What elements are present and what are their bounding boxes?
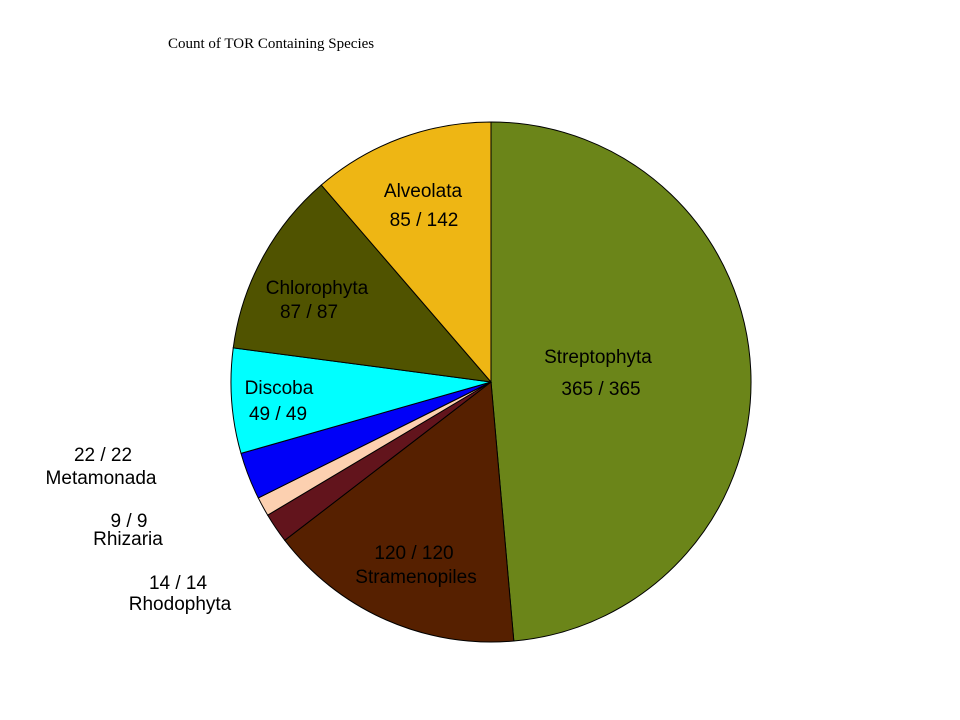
slice-label-chlorophyta: Chlorophyta xyxy=(266,278,369,299)
slice-value-metamonada: 22 / 22 xyxy=(74,445,132,466)
slice-value-rhizaria: 9 / 9 xyxy=(111,511,148,532)
slice-value-discoba: 49 / 49 xyxy=(249,404,307,425)
slice-value-stramenopiles: 120 / 120 xyxy=(374,543,453,564)
slice-value-rhodophyta: 14 / 14 xyxy=(149,573,208,594)
pie-slice-streptophyta xyxy=(490,121,752,642)
chart-title: Count of TOR Containing Species xyxy=(168,36,375,52)
slice-label-streptophyta: Streptophyta xyxy=(544,347,652,368)
slice-label-alveolata: Alveolata xyxy=(384,181,463,202)
slice-label-rhodophyta: Rhodophyta xyxy=(129,594,232,615)
slice-value-alveolata: 85 / 142 xyxy=(390,210,459,231)
pie-slices xyxy=(230,121,752,643)
slice-label-stramenopiles: Stramenopiles xyxy=(355,567,476,588)
slice-value-streptophyta: 365 / 365 xyxy=(561,379,640,400)
slice-value-chlorophyta: 87 / 87 xyxy=(280,302,338,323)
slice-label-metamonada: Metamonada xyxy=(46,468,157,489)
slice-label-discoba: Discoba xyxy=(245,378,314,399)
pie-slice-chlorophyta xyxy=(232,184,493,383)
pie-slice-stramenopiles xyxy=(284,381,515,643)
pie-labels: Streptophyta 365 / 365 Stramenopiles 120 / … xyxy=(46,181,653,615)
pie-slice-alveolata xyxy=(320,121,492,384)
slice-label-rhizaria: Rhizaria xyxy=(93,529,163,550)
